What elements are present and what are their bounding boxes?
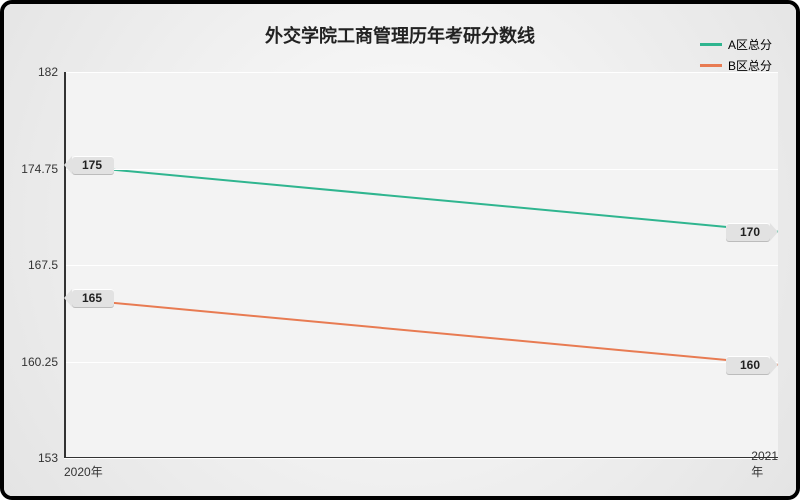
- legend-swatch: [700, 64, 722, 67]
- data-label: 160: [726, 356, 770, 374]
- data-label: 170: [726, 223, 770, 241]
- grid-line: [64, 362, 778, 363]
- x-tick-label: 2020年: [64, 463, 103, 480]
- grid-line: [64, 72, 778, 73]
- data-label-pointer: [770, 356, 778, 374]
- x-tick-label: 2021年: [751, 449, 778, 480]
- chart-container: 外交学院工商管理历年考研分数线 A区总分B区总分 153160.25167.51…: [0, 0, 800, 500]
- data-label-pointer: [770, 223, 778, 241]
- grid-line: [64, 169, 778, 170]
- data-label-pointer: [64, 289, 72, 307]
- y-tick-label: 160.25: [10, 355, 58, 369]
- legend-item: A区总分: [700, 36, 772, 53]
- data-label: 175: [72, 156, 114, 174]
- legend-swatch: [700, 43, 722, 46]
- chart-background: 外交学院工商管理历年考研分数线 A区总分B区总分 153160.25167.51…: [4, 4, 796, 496]
- legend-label: A区总分: [728, 36, 772, 53]
- grid-line: [64, 265, 778, 266]
- y-axis-line: [64, 72, 66, 458]
- y-tick-label: 153: [10, 451, 58, 465]
- plot-area: 153160.25167.5174.751822020年2021年1751701…: [64, 72, 778, 458]
- grid-line: [64, 458, 778, 459]
- chart-title: 外交学院工商管理历年考研分数线: [4, 22, 796, 48]
- data-label-pointer: [64, 156, 72, 174]
- series-line: [64, 298, 778, 365]
- data-label: 165: [72, 289, 114, 307]
- series-line: [64, 165, 778, 232]
- y-tick-label: 182: [10, 65, 58, 79]
- y-tick-label: 167.5: [10, 258, 58, 272]
- x-axis-line: [64, 457, 778, 459]
- y-tick-label: 174.75: [10, 162, 58, 176]
